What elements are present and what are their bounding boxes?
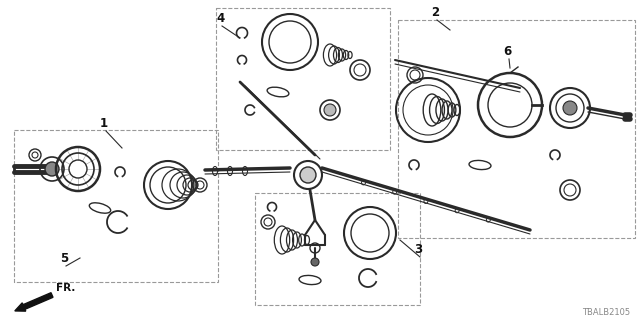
Bar [398, 20, 635, 238]
Text: 3: 3 [414, 243, 422, 256]
FancyArrow shape [15, 293, 53, 311]
Text: 6: 6 [503, 45, 511, 58]
Text: 1: 1 [100, 117, 108, 130]
Text: 4: 4 [216, 12, 224, 25]
Bar [216, 8, 390, 150]
Text: TBALB2105: TBALB2105 [582, 308, 630, 317]
Circle shape [324, 104, 336, 116]
Circle shape [45, 162, 59, 176]
Circle shape [311, 258, 319, 266]
Circle shape [300, 167, 316, 183]
Text: 2: 2 [431, 6, 439, 19]
Bar [255, 193, 420, 305]
Bar [14, 130, 218, 282]
Text: 5: 5 [60, 252, 68, 265]
Text: FR.: FR. [56, 283, 76, 293]
Circle shape [563, 101, 577, 115]
